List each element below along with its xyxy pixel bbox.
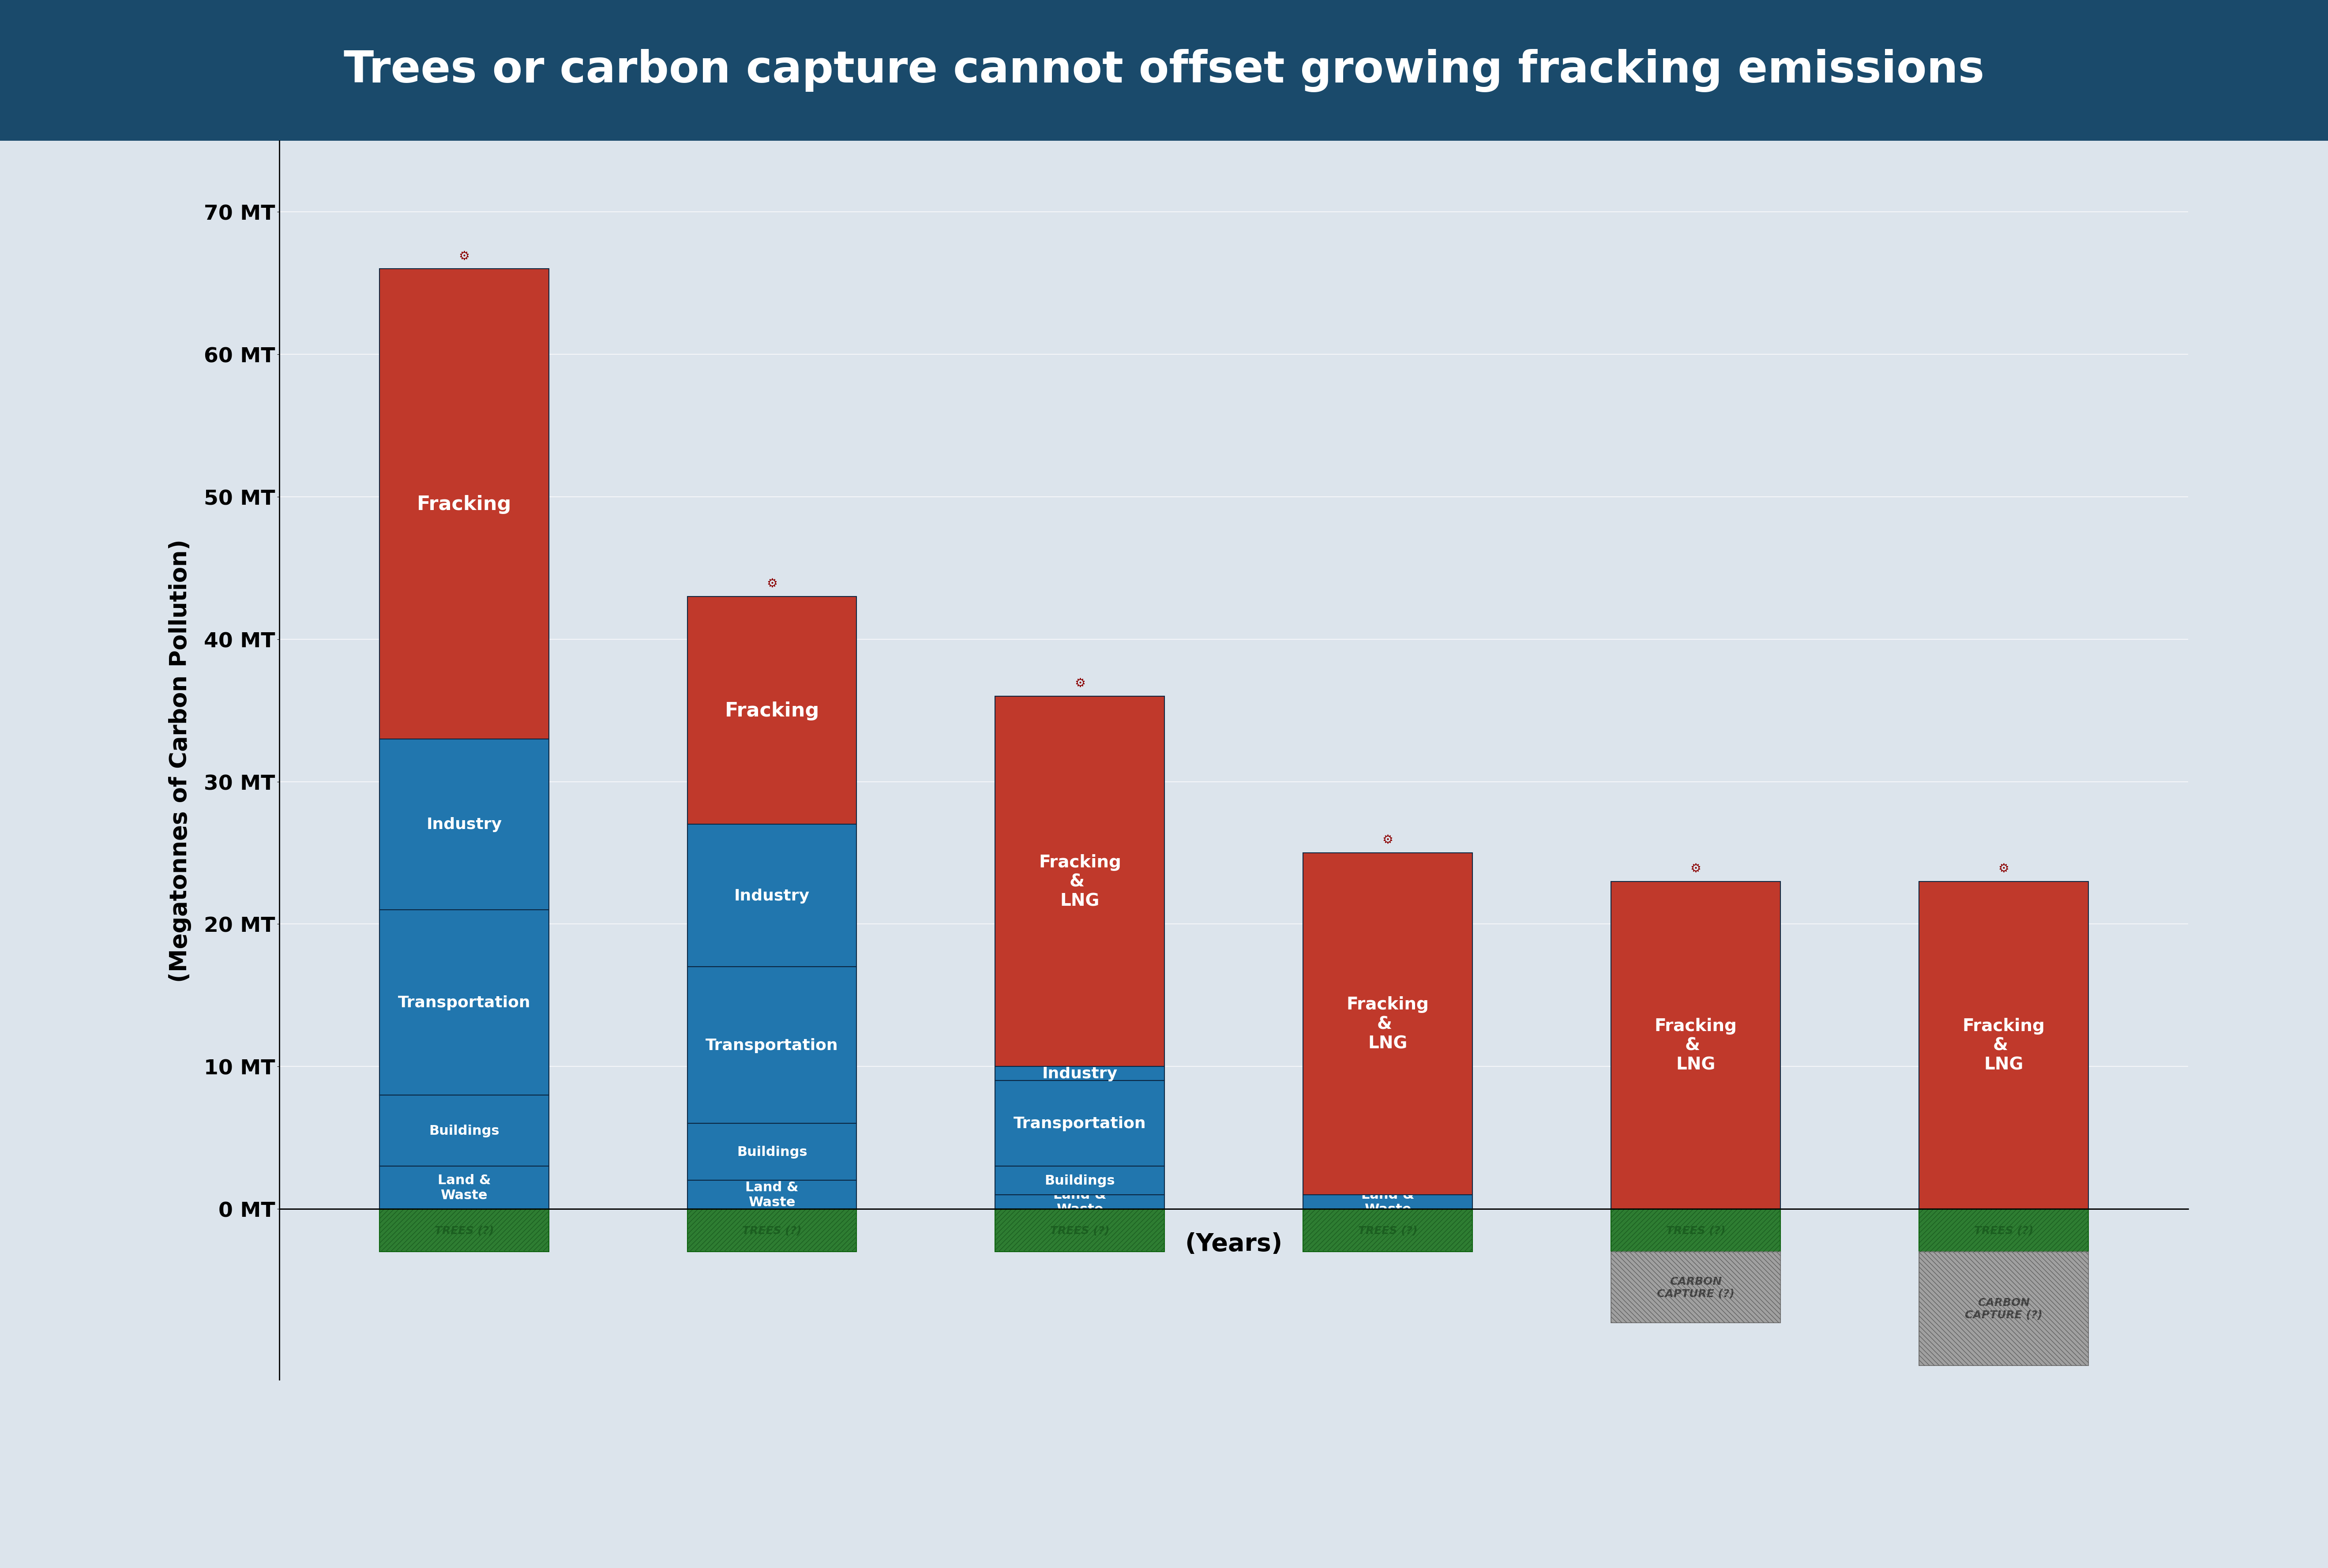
Bar — [1304, 1195, 1471, 1209]
Text: Fracking: Fracking — [417, 495, 512, 514]
Text: Transportation: Transportation — [705, 1038, 838, 1052]
Text: Industry: Industry — [1043, 1066, 1117, 1082]
Bar — [687, 597, 857, 825]
Text: TREES (?): TREES (?) — [435, 1225, 494, 1236]
Text: ⚙: ⚙ — [1076, 677, 1085, 690]
Bar — [1304, 853, 1471, 1195]
Text: CARBON
CAPTURE (?): CARBON CAPTURE (?) — [1658, 1276, 1734, 1298]
Y-axis label: (Megatonnes of Carbon Pollution): (Megatonnes of Carbon Pollution) — [168, 539, 191, 982]
Bar — [1304, 1209, 1471, 1251]
Bar — [379, 1094, 549, 1167]
X-axis label: (Years): (Years) — [1185, 1232, 1283, 1256]
Bar — [996, 1167, 1164, 1195]
Text: Trees or carbon capture cannot offset growing fracking emissions: Trees or carbon capture cannot offset gr… — [345, 49, 1983, 93]
Text: Industry: Industry — [733, 887, 810, 903]
Bar — [1304, 1209, 1471, 1251]
Text: Fracking
& 
LNG: Fracking & LNG — [1655, 1018, 1737, 1073]
Text: Transportation: Transportation — [398, 996, 531, 1010]
Bar — [379, 909, 549, 1094]
Text: Fracking
& 
LNG: Fracking & LNG — [1346, 996, 1429, 1052]
Text: Industry: Industry — [426, 817, 503, 833]
Bar — [379, 1209, 549, 1251]
Bar — [379, 1167, 549, 1209]
Bar — [996, 1209, 1164, 1251]
Text: Fracking
& 
LNG: Fracking & LNG — [1963, 1018, 2044, 1073]
Bar — [1611, 1251, 1781, 1323]
Bar — [1918, 1209, 2088, 1251]
Text: ⚙: ⚙ — [1690, 862, 1702, 875]
Text: Buildings: Buildings — [428, 1124, 498, 1137]
Text: CARBON
CAPTURE (?): CARBON CAPTURE (?) — [1965, 1297, 2042, 1320]
Text: Fracking: Fracking — [724, 701, 819, 720]
Text: Land &
Waste: Land & Waste — [745, 1181, 799, 1209]
Bar — [1918, 1209, 2088, 1251]
Text: ⚙: ⚙ — [1997, 862, 2009, 875]
Bar — [1611, 1209, 1781, 1251]
Text: Transportation: Transportation — [1013, 1116, 1145, 1131]
Text: Buildings: Buildings — [1045, 1174, 1115, 1187]
Text: ⚙: ⚙ — [766, 577, 778, 590]
Bar — [996, 1195, 1164, 1209]
Bar — [687, 1181, 857, 1209]
Bar — [687, 1209, 857, 1251]
Bar — [1918, 1251, 2088, 1366]
Bar — [1611, 881, 1781, 1209]
Bar — [996, 696, 1164, 1066]
Bar — [687, 1209, 857, 1251]
Bar — [1918, 881, 2088, 1209]
Bar — [379, 1209, 549, 1251]
Text: TREES (?): TREES (?) — [743, 1225, 801, 1236]
Bar — [1611, 1251, 1781, 1323]
Text: Buildings: Buildings — [736, 1146, 808, 1159]
Text: TREES (?): TREES (?) — [1974, 1225, 2032, 1236]
Bar — [687, 825, 857, 967]
Text: ⚙: ⚙ — [459, 249, 470, 262]
Bar — [996, 1066, 1164, 1080]
Bar — [996, 1080, 1164, 1167]
Bar — [996, 1209, 1164, 1251]
Text: TREES (?): TREES (?) — [1667, 1225, 1725, 1236]
Bar — [687, 967, 857, 1124]
Text: Land &
Waste: Land & Waste — [438, 1174, 491, 1201]
Bar — [687, 1124, 857, 1181]
Text: Fracking
& 
LNG: Fracking & LNG — [1038, 853, 1122, 909]
Bar — [379, 739, 549, 909]
Text: TREES (?): TREES (?) — [1050, 1225, 1110, 1236]
Text: ⚙: ⚙ — [1383, 834, 1392, 845]
Text: Land &
Waste: Land & Waste — [1052, 1189, 1106, 1215]
Bar — [1611, 1209, 1781, 1251]
Text: Land &
Waste: Land & Waste — [1362, 1189, 1415, 1215]
Bar — [1918, 1251, 2088, 1366]
Bar — [379, 270, 549, 739]
Text: TREES (?): TREES (?) — [1357, 1225, 1418, 1236]
